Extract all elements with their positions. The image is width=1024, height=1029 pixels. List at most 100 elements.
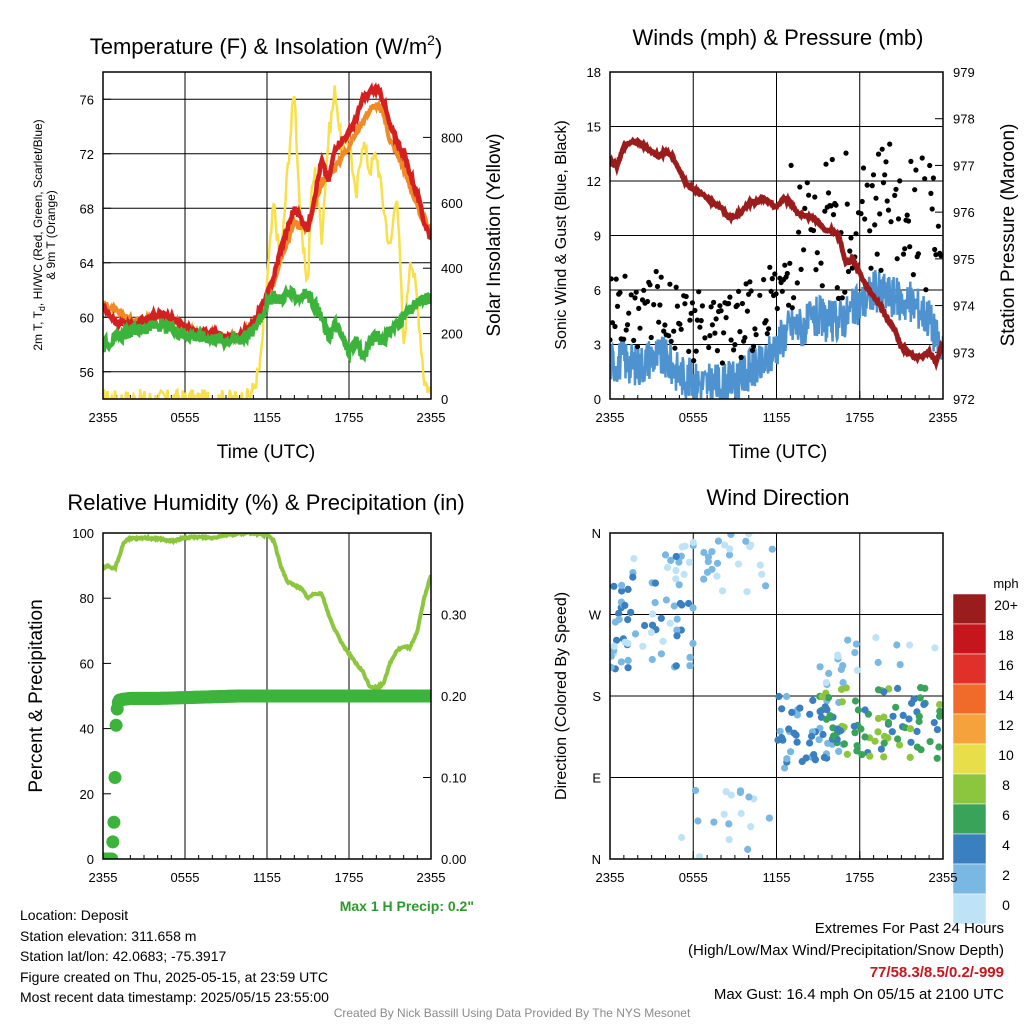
gust-point (718, 308, 724, 314)
x-tick-label: 1755 (845, 410, 874, 425)
svg-text:2m T, Td, HI/WC (Red, Green, S: 2m T, Td, HI/WC (Red, Green, Scarlet/Blu… (31, 119, 47, 350)
direction-point (678, 601, 686, 609)
direction-point (894, 735, 902, 743)
gust-point (766, 326, 772, 332)
direction-point (695, 853, 703, 859)
gust-point (910, 272, 917, 278)
gust-point (823, 161, 829, 167)
direction-point (933, 726, 942, 734)
direction-point (686, 653, 694, 662)
y-tick-label: 20 (80, 787, 94, 802)
direction-point (920, 700, 928, 709)
direction-point (672, 575, 680, 583)
gust-point (892, 192, 898, 198)
direction-point (677, 552, 685, 560)
direction-point (649, 610, 657, 618)
gust-point (796, 229, 802, 235)
y-tick-label: 60 (80, 656, 94, 671)
gust-point (713, 316, 719, 322)
gust-point (709, 322, 716, 328)
max-precip-note: Max 1 H Precip: 0.2" (340, 898, 474, 914)
gust-point (869, 183, 875, 189)
direction-point (713, 559, 722, 567)
winds-xlabel: Time (UTC) (729, 442, 828, 463)
station-info: Location: Deposit Station elevation: 311… (20, 905, 329, 1008)
direction-point (839, 662, 847, 670)
direction-point (745, 793, 753, 801)
gust-point (784, 270, 790, 277)
direction-point (915, 712, 923, 721)
direction-point (823, 706, 831, 714)
gust-point (721, 330, 727, 336)
precip-point (105, 852, 119, 859)
direction-title: Wind Direction (706, 485, 849, 510)
direction-point (880, 713, 888, 721)
gust-point (860, 165, 867, 171)
gust-point (923, 287, 929, 293)
gust-point (658, 274, 664, 280)
direction-point (793, 738, 801, 746)
winds-ylabel-right: Station Pressure (Maroon) (998, 124, 1019, 347)
gust-point (875, 151, 882, 157)
gust-point (613, 276, 619, 282)
y-tick-label: 60 (80, 310, 94, 325)
gust-point (682, 301, 688, 307)
direction-point (907, 738, 915, 746)
direction-point (819, 730, 827, 739)
y-tick-label: 0 (87, 852, 94, 867)
gust-point (828, 203, 834, 209)
direction-point (894, 684, 902, 693)
gust-point (632, 295, 638, 301)
direction-point (727, 533, 735, 538)
gust-point (666, 333, 672, 339)
legend-swatch (952, 803, 987, 835)
humidity-series (103, 533, 431, 859)
direction-point (618, 587, 626, 595)
gust-point (641, 287, 647, 293)
gust-point (743, 281, 749, 287)
legend-label: 6 (1002, 807, 1010, 823)
temperature-ylabel-right: Solar Insolation (Yellow) (484, 133, 505, 336)
direction-point (721, 541, 729, 549)
direction-point (892, 703, 900, 711)
gust-point (621, 336, 627, 342)
gust-point (767, 264, 773, 270)
gust-point (661, 328, 667, 334)
direction-point (839, 679, 847, 687)
gust-point (674, 303, 681, 309)
direction-point (931, 644, 939, 652)
humidity-panel: Relative Humidity (%) & Precipitation (i… (26, 490, 474, 914)
y2-tick-label: 974 (953, 299, 975, 314)
direction-point (917, 746, 925, 754)
legend-swatch (952, 713, 987, 745)
x-tick-label: 1755 (335, 870, 364, 885)
gust-point (813, 267, 819, 273)
direction-point (871, 737, 879, 745)
gust-point (930, 175, 937, 181)
direction-point (806, 739, 814, 747)
gust-point (804, 180, 810, 186)
direction-point (613, 636, 621, 644)
gust-point (834, 285, 840, 291)
direction-point (722, 788, 730, 796)
direction-point (704, 553, 713, 561)
gust-point (662, 322, 668, 328)
direction-point (675, 558, 683, 566)
x-tick-label: 0555 (679, 870, 708, 885)
extremes-title: Extremes For Past 24 Hours (814, 920, 1004, 937)
direction-point (822, 679, 830, 687)
direction-point (788, 708, 796, 717)
direction-point (820, 753, 829, 762)
gust-point (829, 156, 835, 163)
gust-point (801, 247, 807, 253)
direction-point (893, 641, 901, 649)
gust-point (853, 231, 859, 237)
gust-point (862, 216, 868, 222)
direction-point (874, 686, 883, 694)
gust-point (673, 284, 679, 290)
gust-point (904, 212, 910, 218)
direction-point (906, 641, 914, 649)
gust-point (872, 222, 878, 228)
y2-tick-label: 0 (441, 392, 448, 407)
gust-point (845, 268, 852, 275)
